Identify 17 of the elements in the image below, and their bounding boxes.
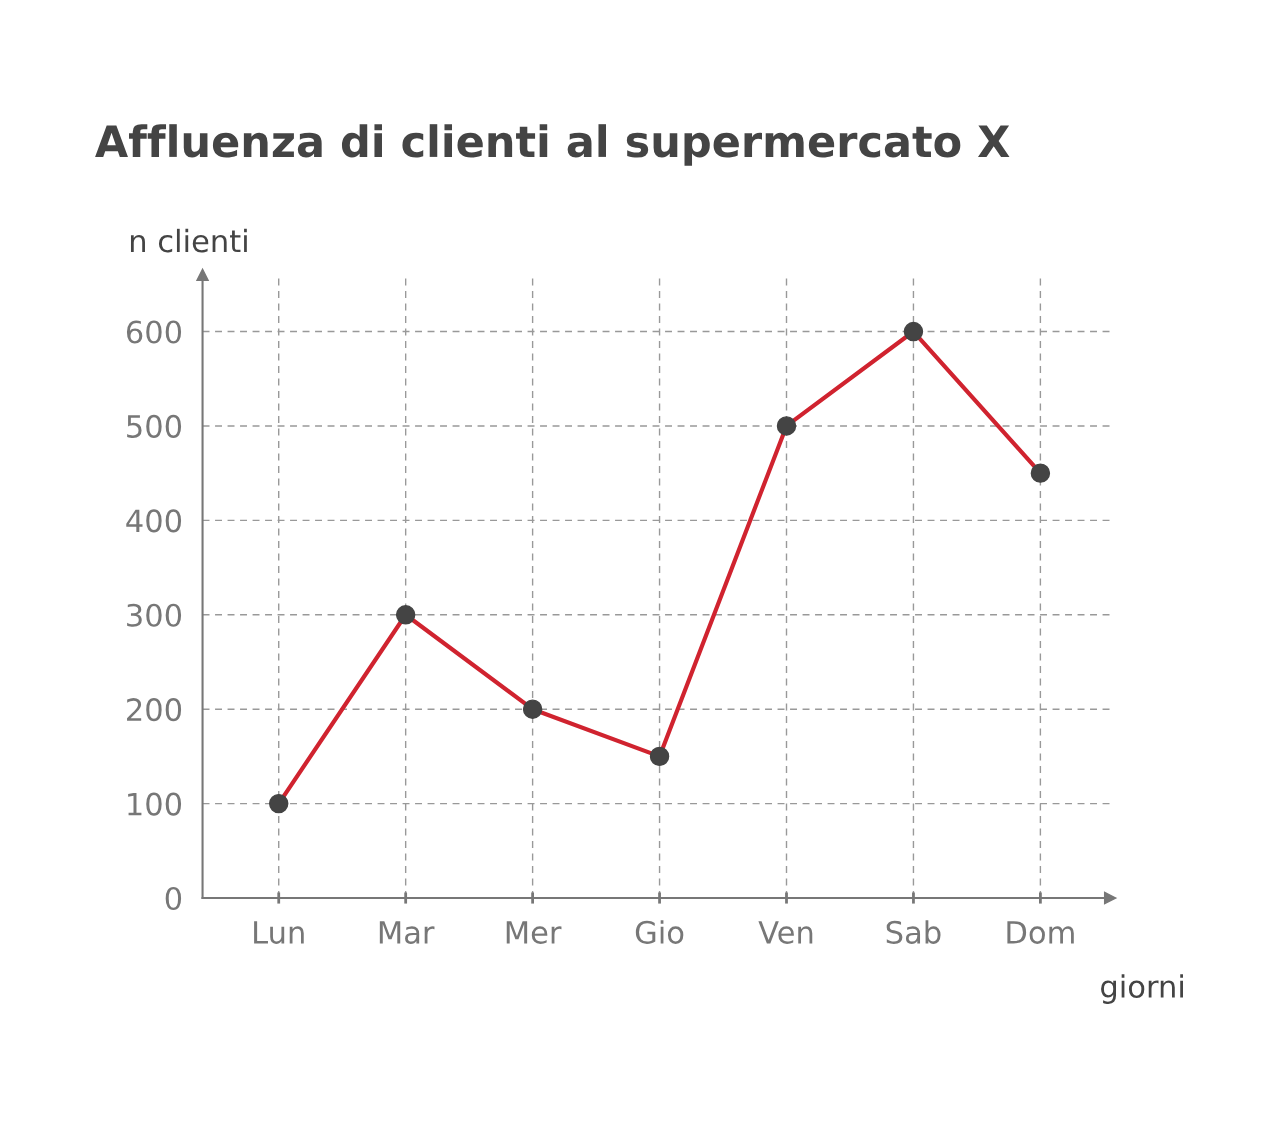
x-axis-title: giorni [1101, 974, 1183, 1004]
x-tick-label: Gio [635, 920, 684, 944]
x-tick-label: Mar [379, 921, 435, 944]
y-axis-title: n clienti [130, 228, 247, 253]
y-tick-label: 200 [127, 698, 182, 722]
y-tick-label: 500 [127, 414, 182, 438]
chart-title: Affluenza di clienti al supermercato X [95, 124, 1010, 166]
x-tick-label: Ven [758, 921, 813, 944]
x-tick-label: Mer [506, 921, 562, 944]
x-tick-label: Sab [886, 920, 941, 944]
y-tick-label: 100 [128, 792, 182, 816]
y-tick-label: 600 [126, 320, 182, 344]
y-tick-label: 400 [126, 509, 182, 533]
x-tick-label: Dom [1007, 921, 1074, 944]
x-tick-label: Lun [254, 921, 304, 944]
y-tick-label: 300 [127, 603, 182, 627]
y-tick-label: 0 [165, 886, 182, 911]
